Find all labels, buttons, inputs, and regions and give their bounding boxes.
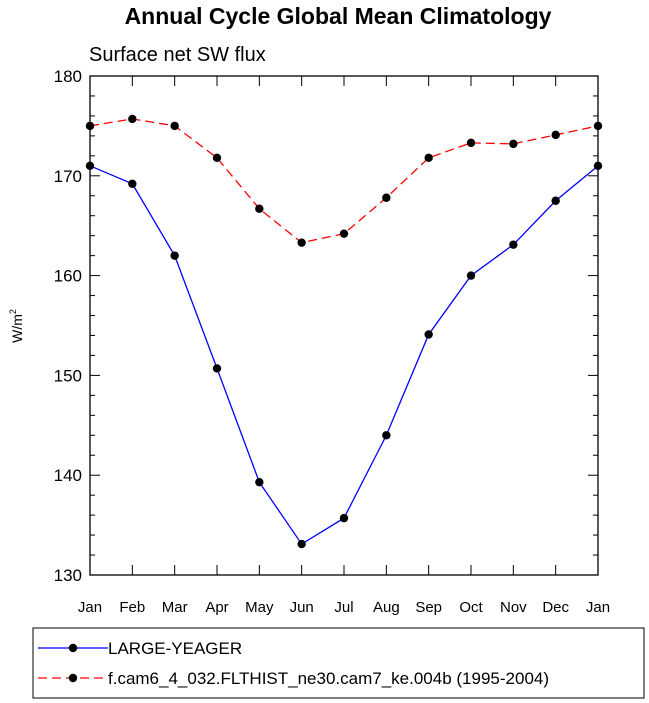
x-tick-label: May (245, 599, 274, 616)
data-point (128, 114, 137, 124)
chart-subtitle: Surface net SW flux (89, 44, 266, 66)
y-axis-label: W/m2 (8, 309, 25, 343)
data-point (170, 121, 179, 131)
y-tick-label: 170 (54, 167, 82, 186)
data-point (509, 240, 518, 249)
data-point (255, 204, 264, 213)
x-tick-label: Jan (78, 599, 102, 616)
data-point (85, 121, 95, 131)
data-point (424, 153, 433, 163)
x-tick-label: Oct (459, 599, 483, 616)
legend-marker-cam6 (68, 673, 78, 683)
series-line-1 (89, 118, 599, 244)
y-tick-label: 140 (54, 466, 82, 485)
x-tick-label: Jun (290, 599, 314, 616)
data-point (297, 238, 306, 247)
data-point (85, 161, 95, 171)
x-tick-label: Nov (500, 599, 527, 616)
y-tick-label: 130 (54, 566, 82, 585)
data-point (466, 138, 476, 148)
legend-marker-large-yeager (68, 643, 78, 653)
x-tick-label: Feb (119, 599, 145, 616)
data-point (382, 431, 391, 440)
x-tick-label: Jul (334, 599, 353, 616)
chart-title: Annual Cycle Global Mean Climatology (125, 3, 552, 29)
data-point (466, 271, 476, 280)
y-tick-label: 160 (54, 267, 82, 286)
data-point (382, 193, 391, 202)
data-point (509, 139, 518, 149)
data-point (424, 330, 433, 339)
plot-axes: 130 140 150 160 170 180 Jan Feb Mar Apr May Jun Jul A… (54, 67, 610, 616)
y-tick-label: 150 (54, 366, 82, 385)
data-point (593, 161, 603, 171)
y-axis-label-superscript: 2 (8, 309, 18, 314)
data-point (128, 179, 137, 188)
legend-label-large-yeager: LARGE-YEAGER (108, 639, 242, 658)
legend: LARGE-YEAGER f.cam6_4_032.FLTHIST_ne30.c… (32, 627, 645, 699)
data-point (212, 364, 222, 373)
x-tick-label: Apr (205, 599, 228, 616)
data-point (551, 130, 560, 140)
data-point (551, 196, 560, 205)
y-tick-label: 180 (54, 67, 82, 86)
x-tick-label: Sep (415, 599, 442, 616)
legend-box (32, 627, 645, 699)
x-tick-label: Dec (542, 599, 569, 616)
x-tick-label: Mar (162, 599, 188, 616)
x-tick-label: Jan (586, 599, 610, 616)
data-point (170, 251, 179, 260)
x-tick-label: Aug (373, 599, 400, 616)
legend-label-cam6: f.cam6_4_032.FLTHIST_ne30.cam7_ke.004b (… (108, 669, 549, 688)
series-line-0 (89, 165, 599, 545)
data-point (593, 121, 603, 131)
data-point (297, 539, 306, 549)
y-axis-label-base: W/m (9, 314, 25, 343)
plot-frame (89, 75, 599, 576)
data-point (212, 153, 222, 163)
data-point (339, 229, 349, 238)
series-layer (85, 114, 603, 549)
data-point (339, 513, 349, 523)
data-point (255, 477, 264, 487)
